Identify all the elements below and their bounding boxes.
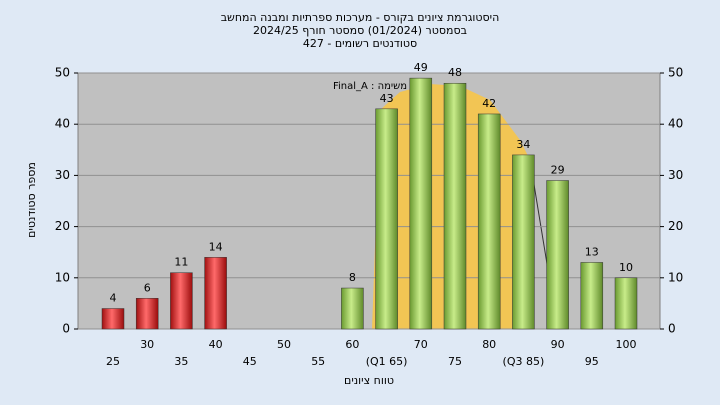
y2-tick-label: 0 <box>668 322 676 336</box>
data-label: 43 <box>380 92 394 105</box>
bar <box>614 277 638 330</box>
y-tick-label: 50 <box>55 66 70 80</box>
title-line: היסטוגרמת ציונים בקורס - מערכות ספרתיות … <box>221 11 500 24</box>
plot-area <box>77 72 661 330</box>
x-tick-label: 60 <box>345 338 359 351</box>
y-tick-label: 40 <box>55 117 70 131</box>
x-tick-label: 80 <box>482 338 496 351</box>
data-label: 10 <box>619 261 633 274</box>
data-label: 49 <box>414 61 428 74</box>
data-label: 4 <box>110 292 117 305</box>
bar <box>101 308 125 330</box>
x-axis-label: טווח ציונים <box>344 374 394 387</box>
data-label: 8 <box>349 271 356 284</box>
x-tick-label: 90 <box>551 338 565 351</box>
y-tick-label: 0 <box>62 322 70 336</box>
data-label: 13 <box>585 245 599 258</box>
data-label: 42 <box>482 97 496 110</box>
x-tick-label: 95 <box>585 355 599 368</box>
x-tick-label: 100 <box>616 338 637 351</box>
data-label: 14 <box>209 240 223 253</box>
x-tick-label: 55 <box>311 355 325 368</box>
title-line: סטודנטים רשומים - 427 <box>303 37 417 50</box>
x-tick-label: (Q1 65) <box>366 355 408 368</box>
y-tick-label: 20 <box>55 219 70 233</box>
title-line: בסמסטר (01/2024) סמסטר חורף 2024/25 <box>253 24 467 37</box>
x-tick-label: 50 <box>277 338 291 351</box>
bar <box>512 154 535 330</box>
x-tick-label: 75 <box>448 355 462 368</box>
x-tick-label: 45 <box>243 355 257 368</box>
x-tick-label: 25 <box>106 355 120 368</box>
bar <box>135 298 159 330</box>
bar <box>580 262 604 330</box>
y-axis-label: מספר סטודנטים <box>25 162 38 238</box>
x-tick-label: (Q3 85) <box>503 355 545 368</box>
bar <box>341 287 364 330</box>
x-tick-label: 35 <box>174 355 188 368</box>
y2-tick-label: 30 <box>668 168 683 182</box>
bar <box>375 108 398 330</box>
y2-tick-label: 50 <box>668 66 683 80</box>
x-tick-label: 70 <box>414 338 428 351</box>
y-tick-label: 10 <box>55 270 70 284</box>
x-tick-label: 40 <box>209 338 223 351</box>
data-label: 6 <box>144 281 151 294</box>
bar <box>477 113 501 330</box>
bar <box>204 257 227 330</box>
data-label: 29 <box>551 164 565 177</box>
bar <box>409 77 433 330</box>
y-tick-label: 30 <box>55 168 70 182</box>
bar <box>546 180 569 330</box>
bar <box>170 272 193 330</box>
data-label: 11 <box>174 256 188 269</box>
bar <box>443 82 467 330</box>
x-tick-label: 30 <box>140 338 154 351</box>
data-label: 34 <box>516 138 530 151</box>
data-label: 48 <box>448 66 462 79</box>
y2-tick-label: 40 <box>668 117 683 131</box>
y2-tick-label: 10 <box>668 270 683 284</box>
y2-tick-label: 20 <box>668 219 683 233</box>
annotation: Final_A : משימה <box>333 81 407 92</box>
